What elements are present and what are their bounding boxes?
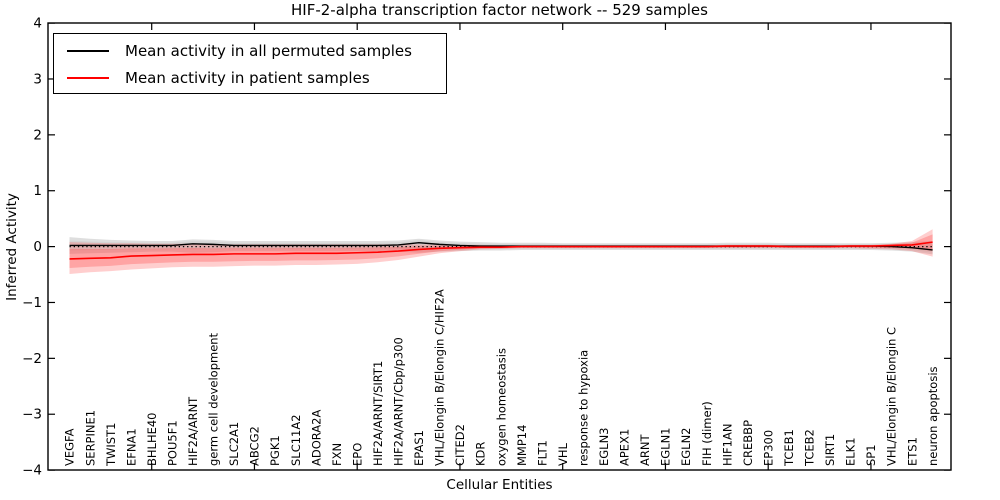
mean-line-1 bbox=[69, 241, 933, 260]
category-label: germ cell development bbox=[207, 332, 221, 466]
category-label: POU5F1 bbox=[165, 420, 179, 466]
category-label: KDR bbox=[474, 442, 488, 466]
y-tick-label: −4 bbox=[22, 463, 42, 479]
category-label: VHL bbox=[556, 442, 570, 466]
category-label: ETS1 bbox=[905, 437, 919, 466]
category-label: CITED2 bbox=[453, 424, 467, 466]
category-label: FLT1 bbox=[535, 440, 549, 466]
category-label: ARNT bbox=[638, 434, 652, 466]
band-outer-1 bbox=[69, 229, 933, 274]
category-label: VEGFA bbox=[63, 428, 77, 466]
legend-entry-patient: Mean activity in patient samples bbox=[54, 64, 446, 91]
category-label: ELK1 bbox=[844, 437, 858, 466]
category-label: EFNA1 bbox=[124, 428, 138, 466]
category-label: EGLN3 bbox=[597, 427, 611, 466]
category-label: APEX1 bbox=[618, 429, 632, 466]
category-label: HIF2A/ARNT/Cbp/p300 bbox=[392, 337, 406, 466]
category-label: oxygen homeostasis bbox=[494, 348, 508, 466]
y-tick-label: 4 bbox=[33, 16, 42, 32]
category-label: ADORA2A bbox=[309, 410, 323, 466]
legend-label-patient: Mean activity in patient samples bbox=[125, 68, 370, 87]
category-label: SIRT1 bbox=[823, 434, 837, 466]
category-label: EP300 bbox=[761, 430, 775, 466]
y-tick-label: 3 bbox=[33, 71, 42, 87]
category-label: EPAS1 bbox=[412, 430, 426, 466]
category-label: PGK1 bbox=[268, 435, 282, 466]
y-tick-label: 1 bbox=[33, 183, 42, 199]
category-label: EGLN2 bbox=[679, 427, 693, 466]
legend-label-permuted: Mean activity in all permuted samples bbox=[125, 41, 412, 60]
category-label: BHLHE40 bbox=[145, 413, 159, 467]
y-tick-label: −3 bbox=[22, 407, 42, 423]
band-inner-1 bbox=[69, 234, 933, 268]
category-label: TCEB2 bbox=[803, 429, 817, 467]
category-label: CREBBP bbox=[741, 420, 755, 466]
category-label: FIH (dimer) bbox=[700, 401, 714, 466]
category-label: VHL/Elongin B/Elongin C/HIF2A bbox=[433, 289, 447, 466]
category-label: TWIST1 bbox=[104, 423, 118, 467]
category-label: neuron apoptosis bbox=[926, 366, 940, 466]
y-tick-label: −1 bbox=[22, 295, 42, 311]
category-label: HIF2A/ARNT bbox=[186, 396, 200, 466]
y-tick-label: −2 bbox=[22, 351, 42, 367]
x-axis-label: Cellular Entities bbox=[446, 477, 553, 493]
category-label: TCEB1 bbox=[782, 429, 796, 467]
category-label: SERPINE1 bbox=[83, 410, 97, 466]
category-label: VHL/Elongin B/Elongin C bbox=[885, 327, 899, 466]
legend: Mean activity in all permuted samples Me… bbox=[53, 33, 447, 94]
axes-spine bbox=[47, 22, 952, 471]
category-label: response to hypoxia bbox=[576, 350, 590, 466]
category-label: HIF2A/ARNT/SIRT1 bbox=[371, 361, 385, 466]
y-tick-label: 2 bbox=[33, 127, 42, 143]
category-label: SLC11A2 bbox=[289, 414, 303, 466]
category-label: FXN bbox=[330, 443, 344, 466]
category-label: SLC2A1 bbox=[227, 422, 241, 466]
chart-title: HIF-2-alpha transcription factor network… bbox=[291, 1, 708, 19]
category-label: EPO bbox=[350, 443, 364, 466]
y-tick-label: 0 bbox=[33, 239, 42, 255]
legend-line-patient-icon bbox=[67, 76, 109, 79]
legend-entry-permuted: Mean activity in all permuted samples bbox=[54, 37, 446, 64]
category-label: ABCG2 bbox=[248, 426, 262, 466]
legend-line-permuted-icon bbox=[67, 49, 109, 52]
category-label: HIF1AN bbox=[720, 424, 734, 466]
category-label: EGLN1 bbox=[659, 427, 673, 466]
category-label: MMP14 bbox=[515, 425, 529, 466]
category-label: SP1 bbox=[864, 444, 878, 466]
